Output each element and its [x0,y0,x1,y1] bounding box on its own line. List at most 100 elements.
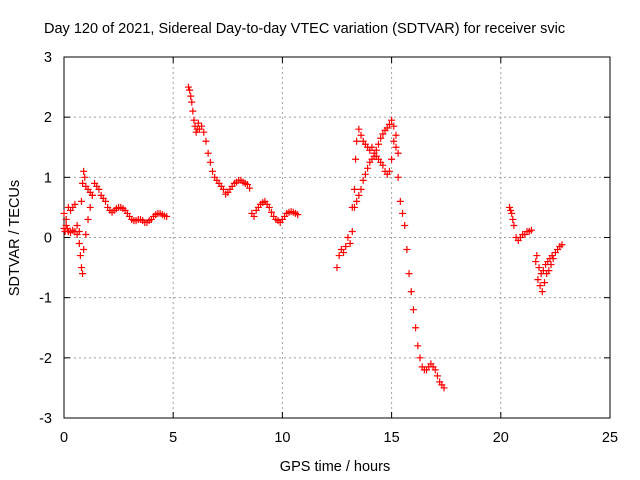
x-tick-label: 0 [60,430,68,446]
data-point [206,158,214,166]
data-point [416,354,424,362]
data-point [348,227,356,235]
y-axis-label: SDTVAR / TECUs [7,180,23,296]
data-point [355,125,363,133]
data-point [204,149,212,157]
data-point [534,276,542,284]
data-point [392,143,400,151]
data-point [267,208,275,216]
data-point [187,92,195,100]
data-point [353,137,361,145]
data-point [81,173,89,181]
data-point [506,203,514,211]
data-series [506,203,535,245]
data-point [409,306,417,314]
x-tick-label: 20 [493,430,509,446]
data-point [394,149,402,157]
data-point [335,252,343,260]
data-point [350,185,358,193]
data-point [374,140,382,148]
data-point [79,270,87,278]
data-point [383,124,391,132]
data-point [77,197,85,205]
data-point [536,282,544,290]
data-point [538,288,546,296]
data-point [414,342,422,350]
data-point [510,221,518,229]
data-point [403,246,411,254]
data-point [385,167,393,175]
data-point [73,230,81,238]
data-point [95,185,103,193]
data-point [399,209,407,217]
data-point [352,155,360,163]
y-tick-label: 1 [44,170,52,186]
data-point [101,197,109,205]
data-point [533,252,541,260]
data-series [184,83,302,226]
data-point [359,176,367,184]
data-point [385,120,393,128]
y-tick-label: -2 [39,351,52,367]
data-point [527,226,535,234]
data-point [388,116,396,124]
data-point [412,324,420,332]
data-point [62,221,70,229]
x-tick-label: 25 [602,430,618,446]
x-tick-labels: 0 5 10 15 20 25 [60,430,618,446]
data-point [265,203,273,211]
data-point [433,372,441,380]
data-point [79,179,87,187]
data-series [60,167,171,235]
axis-ticks [63,56,611,419]
y-tick-label: -3 [39,411,52,427]
data-point [344,234,352,241]
data-point [219,185,227,193]
data-point [250,212,258,220]
data-point [189,107,197,115]
data-point [353,197,361,205]
data-point [86,203,94,211]
data-point [346,240,354,248]
data-point [294,211,302,219]
data-point [357,185,365,193]
data-point [243,181,251,189]
data-series [348,125,402,211]
data-point [340,249,348,257]
data-point [507,206,515,214]
data-point [364,164,372,172]
y-tick-label: -1 [39,291,52,307]
data-point [84,215,92,223]
data-series [533,252,556,278]
data-point [390,122,398,130]
data-point [186,86,194,94]
data-point [62,215,70,223]
y-tick-labels: -3 -2 -1 0 1 2 3 [39,50,52,427]
data-point [394,173,402,181]
data-point [355,191,363,199]
data-point [77,264,85,272]
x-tick-label: 5 [169,430,177,446]
data-point [188,98,196,106]
data-point [508,209,516,217]
data-point [209,167,217,175]
data-point [80,246,88,254]
data-point [535,264,543,272]
grid-lines [64,57,610,418]
data-series [333,116,448,392]
data-point [163,212,171,220]
data-point [548,252,556,260]
data-point [194,119,202,127]
data-point [540,279,548,287]
data-point [73,221,81,229]
data-point [76,252,84,260]
chart-title: Day 120 of 2021, Sidereal Day-to-day VTE… [44,21,565,37]
data-point [396,197,404,205]
data-points [60,83,566,392]
data-point [190,116,198,124]
data-point [539,267,547,275]
data-point [379,130,387,138]
data-point [390,137,398,145]
y-tick-label: 0 [44,231,52,247]
